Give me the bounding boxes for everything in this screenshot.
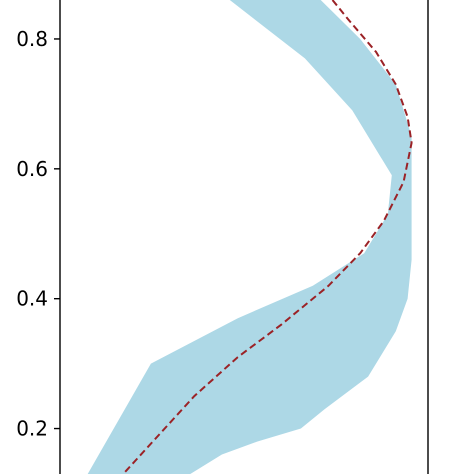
y-tick-label: 0.4 [16, 287, 48, 311]
plot-area [87, 0, 413, 474]
y-tick-label: 0.2 [16, 417, 48, 441]
confidence-band [87, 0, 412, 474]
y-tick-label: 0.6 [16, 157, 48, 181]
axes: 0.2 0.4 0.6 0.8 [16, 0, 429, 474]
dashed-curve-line [122, 0, 413, 474]
y-tick-label: 0.8 [16, 27, 48, 51]
